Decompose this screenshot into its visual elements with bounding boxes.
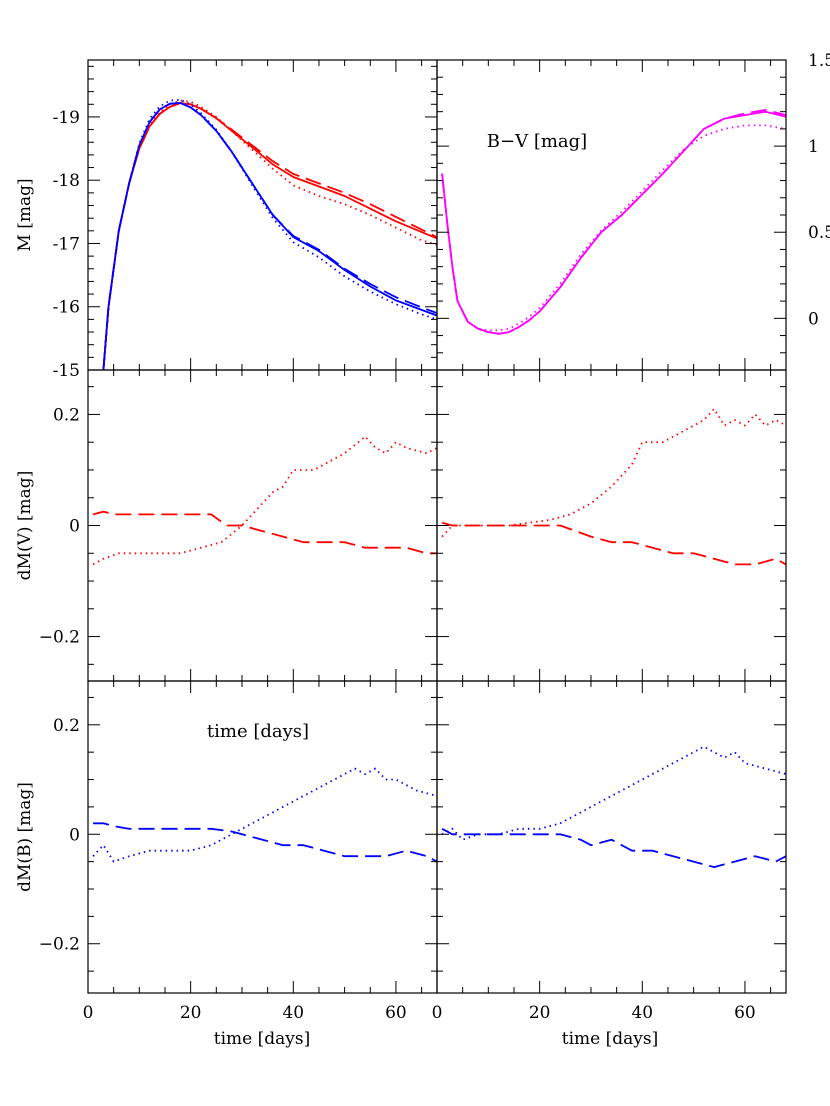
series-bottom-right-B-dashed <box>441 828 786 868</box>
panel-top-right: 1.5 1 0.5 0 B−V [mag] <box>436 51 830 371</box>
series-top-left-V-solid <box>102 102 437 370</box>
series-bottom-left-B-dotted <box>92 767 437 863</box>
y-tick-label: 0.2 <box>53 716 80 736</box>
x-tick-label: 60 <box>734 1003 756 1023</box>
y-tick-label: -16 <box>53 298 80 318</box>
series-top-right-BV-dotted <box>441 124 786 332</box>
x-tick-label: 0 <box>432 1003 443 1023</box>
series-top-left-B-solid <box>102 102 437 370</box>
y-axis-label: dM(V) [mag] <box>15 471 35 581</box>
panels-layer: -19 -18 -17 -16 -15 M [mag] 1.5 1 0.5 0 B−V [mag] 0… <box>15 51 830 1023</box>
series-mid-right-V-dashed <box>441 521 786 566</box>
panel-annotation: time [days] <box>207 721 309 742</box>
y-tick-label: 0 <box>69 825 80 845</box>
series-bottom-left-B-dashed <box>93 822 437 863</box>
series-top-right-BV-dashed <box>441 109 786 335</box>
series-group-top-right <box>441 109 786 335</box>
series-top-left-V-dotted <box>102 99 437 370</box>
series-bottom-right-B-dotted <box>441 745 786 841</box>
x-axis-label-right: time [days] <box>562 1029 658 1049</box>
y-tick-label: 1.5 <box>808 51 830 71</box>
x-tick-label: 40 <box>282 1003 304 1023</box>
series-group-top-left <box>102 99 437 370</box>
series-top-left-V-dashed <box>102 102 437 370</box>
panel-top-left: -19 -18 -17 -16 -15 M [mag] <box>15 59 438 381</box>
frame-top-right <box>436 59 787 371</box>
frame-bottom-right <box>436 680 787 994</box>
y-axis-label: dM(B) [mag] <box>15 782 35 892</box>
y-tick-label: -17 <box>53 234 80 254</box>
frame-mid-left <box>87 369 438 682</box>
y-tick-label: 0.2 <box>53 405 80 425</box>
panel-annotation: B−V [mag] <box>487 131 587 152</box>
x-tick-label: 20 <box>180 1003 202 1023</box>
panel-bottom-left: 0.2 0 −0.2 0 20 40 60 dM(B) [mag] time [days] <box>15 680 438 1023</box>
series-group-mid-right <box>441 408 786 566</box>
x-tick-label: 0 <box>83 1003 94 1023</box>
panel-mid-left: 0.2 0 −0.2 dM(V) [mag] <box>15 369 438 682</box>
series-group-mid-left <box>92 435 437 566</box>
series-mid-right-V-dotted <box>441 408 786 538</box>
series-mid-left-V-dashed <box>92 510 437 555</box>
x-tick-label: 60 <box>385 1003 407 1023</box>
y-tick-label: -15 <box>53 361 80 381</box>
x-tick-label: 20 <box>529 1003 551 1023</box>
y-tick-label: -18 <box>53 171 80 191</box>
series-top-left-B-dashed <box>102 102 437 370</box>
y-tick-label: −0.2 <box>39 935 80 955</box>
x-axis-label-left: time [days] <box>214 1029 310 1049</box>
panel-mid-right <box>436 369 787 682</box>
y-axis-label: M [mag] <box>15 178 35 251</box>
panel-bottom-right: 0 20 40 60 <box>432 680 787 1023</box>
series-group-bottom-right <box>441 745 786 868</box>
y-tick-label: 0 <box>808 309 819 329</box>
series-mid-left-V-dotted <box>92 435 437 566</box>
series-group-bottom-left <box>92 767 437 863</box>
y-tick-label: 0 <box>69 517 80 537</box>
y-tick-label: 0.5 <box>808 223 830 243</box>
y-tick-label: 1 <box>808 137 819 157</box>
y-tick-label: −0.2 <box>39 628 80 648</box>
series-top-left-B-dotted <box>102 99 437 370</box>
x-tick-label: 40 <box>631 1003 653 1023</box>
y-tick-label: -19 <box>53 108 80 128</box>
